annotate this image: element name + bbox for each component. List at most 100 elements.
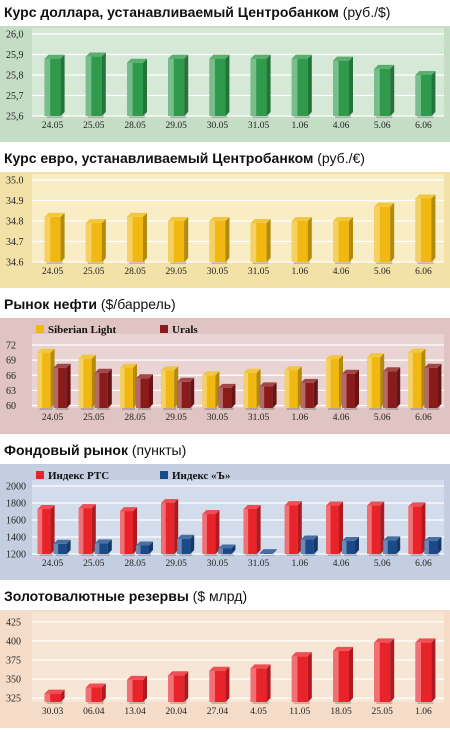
bar-2-28.05-side [149, 541, 153, 554]
bar-30.05-highlight [209, 221, 215, 262]
x-tick-label: 28.05 [124, 413, 146, 423]
bar-1-24.05-side [50, 504, 55, 554]
y-tick-label: 325 [6, 694, 21, 705]
bar-4.06-highlight [333, 221, 339, 262]
bar-1-6.06-highlight [408, 506, 413, 554]
bar-29.05-side [184, 217, 189, 262]
y-tick-label: 1200 [6, 550, 26, 561]
bar-28.05-highlight [127, 216, 133, 262]
bar-2-6.06-highlight [424, 367, 429, 408]
bar-2-31.05 [259, 553, 273, 554]
bar-5.06-side [390, 202, 395, 262]
bar-6.06-side [431, 71, 436, 116]
bar-24.05-side [60, 54, 65, 116]
y-tick-label: 25,7 [6, 91, 24, 102]
bar-24.05-top [44, 212, 65, 217]
x-tick-label: 30.03 [42, 707, 64, 717]
bar-1-5.06-top [367, 353, 385, 358]
y-tick-label: 1800 [6, 499, 26, 510]
bar-29.05-highlight [168, 58, 174, 116]
y-tick-label: 72 [6, 341, 16, 352]
bar-5.06-top [374, 64, 395, 69]
bar-2-1.06-top [300, 378, 318, 383]
bar-2-25.05 [94, 543, 108, 554]
bar-1-25.05-side [91, 504, 96, 554]
chart-unit: ($ млрд) [193, 588, 247, 604]
bar-5.06-highlight [374, 206, 380, 262]
bar-25.05-side [390, 638, 395, 702]
bar-06.04-top [85, 683, 106, 688]
chart-title: Курс евро, устанавливаемый Центробанком … [4, 150, 365, 166]
bar-1.06-top [291, 217, 312, 221]
bars [37, 348, 442, 410]
x-tick-label: 30.05 [207, 267, 229, 277]
legend-label-1: Siberian Light [48, 324, 116, 336]
bar-18.05-highlight [333, 650, 339, 702]
bar-1-1.06-highlight [284, 370, 290, 408]
bar-6.06-side [431, 194, 436, 262]
x-tick-label: 25.05 [83, 267, 105, 277]
x-tick-label: 5.06 [374, 559, 391, 569]
bar-2-5.06-highlight [383, 371, 388, 408]
bar-25.05-highlight [85, 223, 92, 262]
bar-2-4.06-highlight [342, 540, 347, 554]
y-tick-label: 69 [6, 356, 16, 367]
x-tick-label: 6.06 [415, 267, 432, 277]
legend: Siberian Light Urals [36, 324, 198, 336]
bar-31.05-side [266, 219, 271, 262]
bar-24.05-highlight [44, 58, 51, 116]
bar-25.05-top [85, 219, 106, 224]
bar-1-6.06-top [408, 502, 426, 507]
bar-1.06-highlight [291, 58, 298, 116]
bar-2-29.05-highlight [177, 381, 182, 408]
y-tick-label: 26,0 [6, 30, 24, 41]
bar-1.06-highlight [291, 221, 298, 262]
bar-4.06-top [333, 56, 353, 61]
bar-1-4.06-top [326, 355, 343, 360]
bar-2-1.06-top [300, 535, 318, 540]
bar-4.05-highlight [250, 668, 257, 702]
chart-panel-usd: Курс доллара, устанавливаемый Центробанк… [0, 0, 450, 146]
bar-2-24.05-side [66, 363, 71, 408]
bar-2-28.05 [136, 545, 149, 554]
x-tick-label: 29.05 [166, 121, 188, 131]
bar-25.05-side [101, 52, 106, 116]
bar-2-24.05 [53, 543, 67, 554]
x-tick-label: 5.06 [374, 267, 391, 277]
bar-1-25.05-highlight [78, 358, 84, 408]
legend-swatch-1 [36, 471, 44, 479]
x-tick-label: 28.05 [124, 559, 146, 569]
bar-1-4.06-top [326, 501, 343, 506]
x-tick-label: 4.06 [333, 413, 350, 423]
chart-unit: (руб./$) [343, 4, 391, 20]
bar-28.05-top [127, 212, 147, 217]
bar-6.06-top [415, 194, 436, 199]
bar-2-5.06-side [396, 536, 401, 554]
x-tick-label: 31.05 [248, 121, 270, 131]
x-tick-label: 31.05 [248, 413, 270, 423]
bar-30.05-highlight [209, 58, 215, 116]
x-tick-label: 1.06 [291, 121, 308, 131]
x-tick-label: 24.05 [42, 559, 64, 569]
usd-chart: Курс доллара, устанавливаемый Центробанк… [0, 0, 450, 146]
bar-2-24.05-highlight [53, 543, 59, 554]
x-tick-label: 25.05 [83, 121, 105, 131]
stock-chart: Фондовый рынок (пункты)Индекс РТС Индекс … [0, 438, 450, 584]
bar-2-28.05-top [136, 541, 153, 546]
x-tick-label: 5.06 [374, 413, 391, 423]
bar-25.05-highlight [85, 56, 92, 116]
bar-2-28.05-highlight [136, 545, 141, 554]
bar-2-31.05-side [272, 549, 277, 554]
bars [44, 638, 436, 704]
bar-2-4.06-side [355, 536, 359, 554]
bar-24.05-side [60, 212, 65, 262]
bars [44, 194, 436, 264]
bar-1-6.06-top [408, 348, 426, 353]
bar-1-4.06-highlight [326, 359, 331, 408]
bar-06.04-side [101, 683, 106, 702]
bar-2-30.05-top [218, 544, 236, 549]
bar-25.05-highlight [374, 642, 380, 702]
bar-2-31.05-highlight [259, 553, 265, 554]
bar-2-31.05-shadow [261, 555, 275, 556]
bar-1-29.05-highlight [161, 370, 166, 408]
